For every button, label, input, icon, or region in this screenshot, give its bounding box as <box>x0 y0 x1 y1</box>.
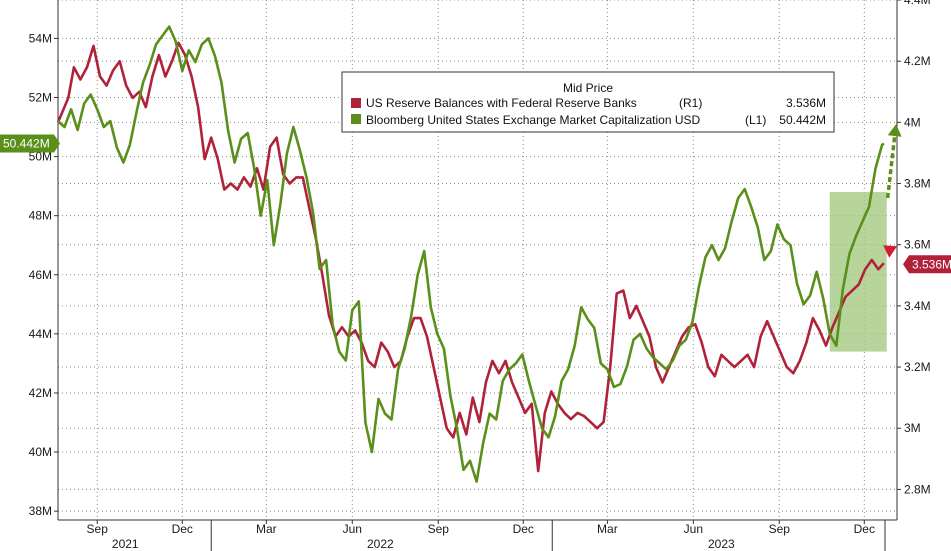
legend-axis-marketcap: (L1) <box>745 113 766 127</box>
x-tick-label: Mar <box>256 522 277 536</box>
right-tick-label: 2.8M <box>904 482 931 496</box>
legend-swatch-reserves <box>351 98 361 108</box>
x-tick-label: Jun <box>684 522 703 536</box>
axes: 38M 40M 42M 44M 46M 48M 50M 52M 54M 2.8M 3M 3.2M 3.4… <box>29 0 931 551</box>
right-tick-label: 4M <box>904 115 921 129</box>
right-tick-label: 3.6M <box>904 238 931 252</box>
year-label: 2023 <box>708 537 735 551</box>
x-tick-label: Sep <box>769 522 791 536</box>
x-tick-label: Dec <box>513 522 534 536</box>
series-line-reserves <box>56 41 885 473</box>
series-line-market-cap <box>57 25 885 483</box>
legend-swatch-marketcap <box>351 114 361 124</box>
legend-header: Mid Price <box>563 81 613 95</box>
market-cap-last-badge-label: 50.442M <box>3 137 50 151</box>
series-lines <box>56 25 885 483</box>
legend-box <box>341 71 835 133</box>
left-tick-label: 38M <box>29 504 52 518</box>
x-tick-label: Jun <box>343 522 362 536</box>
left-tick-label: 52M <box>29 91 52 105</box>
right-tick-label: 3.2M <box>904 360 931 374</box>
right-tick-label: 3.8M <box>904 177 931 191</box>
reserves-trend-arrow <box>883 245 897 258</box>
reserves-last-badge <box>903 255 951 274</box>
x-tick-label: Sep <box>428 522 450 536</box>
market-cap-trend-arrow-shaft <box>885 135 897 199</box>
x-tick-label: Mar <box>597 522 618 536</box>
left-tick-label: 46M <box>29 268 52 282</box>
right-tick-label: 4.4M <box>904 0 931 7</box>
left-tick-label: 44M <box>29 327 52 341</box>
market-cap-trend-arrow-head <box>887 124 902 137</box>
legend-last-marketcap: 50.442M <box>779 113 826 127</box>
left-tick-label: 40M <box>29 445 52 459</box>
legend-label-reserves: US Reserve Balances with Federal Reserve… <box>366 96 637 110</box>
x-tick-label: Dec <box>854 522 875 536</box>
legend: Mid Price US Reserve Balances with Feder… <box>341 71 835 133</box>
legend-axis-reserves: (R1) <box>679 96 702 110</box>
left-tick-label: 42M <box>29 386 52 400</box>
legend-last-reserves: 3.536M <box>786 96 826 110</box>
left-tick-label: 54M <box>29 31 52 45</box>
left-tick-label: 48M <box>29 209 52 223</box>
right-tick-label: 4.2M <box>904 54 931 68</box>
x-tick-label: Sep <box>87 522 109 536</box>
annotations: 50.442M 3.536M <box>0 124 951 274</box>
right-tick-label: 3.4M <box>904 299 931 313</box>
year-label: 2022 <box>367 537 394 551</box>
reserves-last-badge-label: 3.536M <box>912 257 951 271</box>
left-tick-label: 50M <box>29 150 52 164</box>
legend-label-marketcap: Bloomberg United States Exchange Market … <box>366 113 701 127</box>
market-cap-trend-arrow <box>885 124 902 199</box>
x-tick-label: Dec <box>172 522 193 536</box>
reserves-trend-arrow-head <box>883 245 897 258</box>
market-cap-last-badge <box>0 134 60 153</box>
right-tick-label: 3M <box>904 421 921 435</box>
year-label: 2021 <box>112 537 139 551</box>
